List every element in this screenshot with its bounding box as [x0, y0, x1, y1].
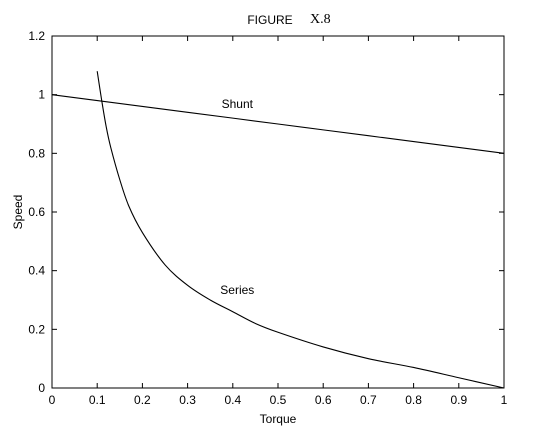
series-layer — [51, 71, 505, 389]
y-tick-label: 0.2 — [28, 322, 45, 336]
y-axis-label: Speed — [11, 195, 25, 230]
x-axis-label: Torque — [260, 412, 297, 426]
x-tick-label: 0.2 — [134, 393, 151, 407]
y-tick-label: 1 — [38, 88, 45, 102]
x-tick-label: 0.1 — [89, 393, 106, 407]
plot-frame — [51, 35, 505, 389]
chart-title-number: X.8 — [310, 12, 331, 27]
x-tick-label: 0.9 — [450, 393, 467, 407]
x-tick-label: 0.7 — [360, 393, 377, 407]
y-tick-label: 0.6 — [28, 205, 45, 219]
chart-title-prefix: FIGURE — [247, 13, 292, 27]
x-tick-label: 1 — [501, 393, 508, 407]
series-line-shunt — [51, 94, 505, 154]
y-tick-label: 0.4 — [28, 264, 45, 278]
x-tick-label: 0.5 — [270, 393, 287, 407]
y-tick-label: 1.2 — [28, 29, 45, 43]
x-tick-label: 0.4 — [224, 393, 241, 407]
x-tick-label: 0.3 — [179, 393, 196, 407]
annotation-series: Series — [220, 283, 254, 297]
x-tick-label: 0 — [49, 393, 56, 407]
x-tick-label: 0.8 — [405, 393, 422, 407]
ticks-layer: 0 0.1 0.2 0.3 0.4 0.5 0.6 0.7 0.8 0.9 1 0 0.2 0.4 0.6 0… — [28, 29, 507, 407]
y-tick-label: 0 — [38, 381, 45, 395]
x-tick-label: 0.6 — [315, 393, 332, 407]
annotations-layer: Shunt Series — [220, 97, 254, 297]
series-line-series — [96, 71, 505, 389]
y-tick-label: 0.8 — [28, 146, 45, 160]
annotation-shunt: Shunt — [222, 97, 254, 111]
